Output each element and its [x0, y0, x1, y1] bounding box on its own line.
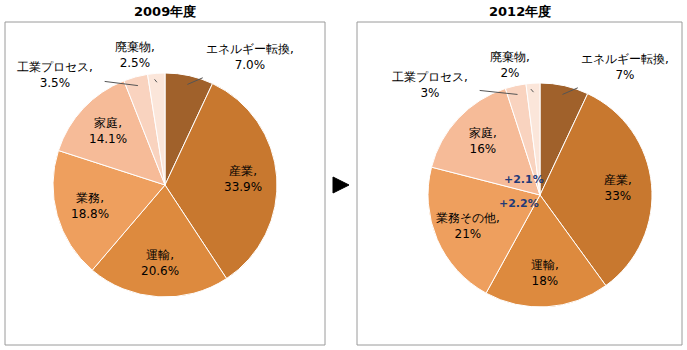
svg-text:業務,18.8%: 業務,18.8% — [71, 191, 109, 221]
svg-text:業務その他,21%: 業務その他,21% — [436, 211, 500, 241]
svg-text:2012年度: 2012年度 — [489, 4, 551, 19]
svg-text:+2.2%: +2.2% — [499, 197, 539, 210]
svg-text:廃棄物,2.5%: 廃棄物,2.5% — [115, 40, 155, 70]
svg-text:運輸,18%: 運輸,18% — [531, 258, 559, 288]
svg-text:工業プロセス,3%: 工業プロセス,3% — [392, 70, 468, 100]
svg-text:産業,33%: 産業,33% — [604, 173, 632, 203]
svg-text:エネルギー転換,7.0%: エネルギー転換,7.0% — [206, 42, 294, 72]
svg-text:2009年度: 2009年度 — [134, 4, 196, 19]
svg-text:+2.1%: +2.1% — [504, 173, 544, 186]
svg-text:運輸,20.6%: 運輸,20.6% — [141, 248, 179, 278]
svg-text:家庭,16%: 家庭,16% — [469, 126, 497, 156]
svg-text:家庭,14.1%: 家庭,14.1% — [89, 116, 127, 146]
svg-text:廃棄物,2%: 廃棄物,2% — [490, 50, 530, 80]
svg-text:エネルギー転換,7%: エネルギー転換,7% — [581, 52, 669, 82]
svg-text:産業,33.9%: 産業,33.9% — [224, 164, 262, 194]
svg-text:工業プロセス,3.5%: 工業プロセス,3.5% — [17, 60, 93, 90]
